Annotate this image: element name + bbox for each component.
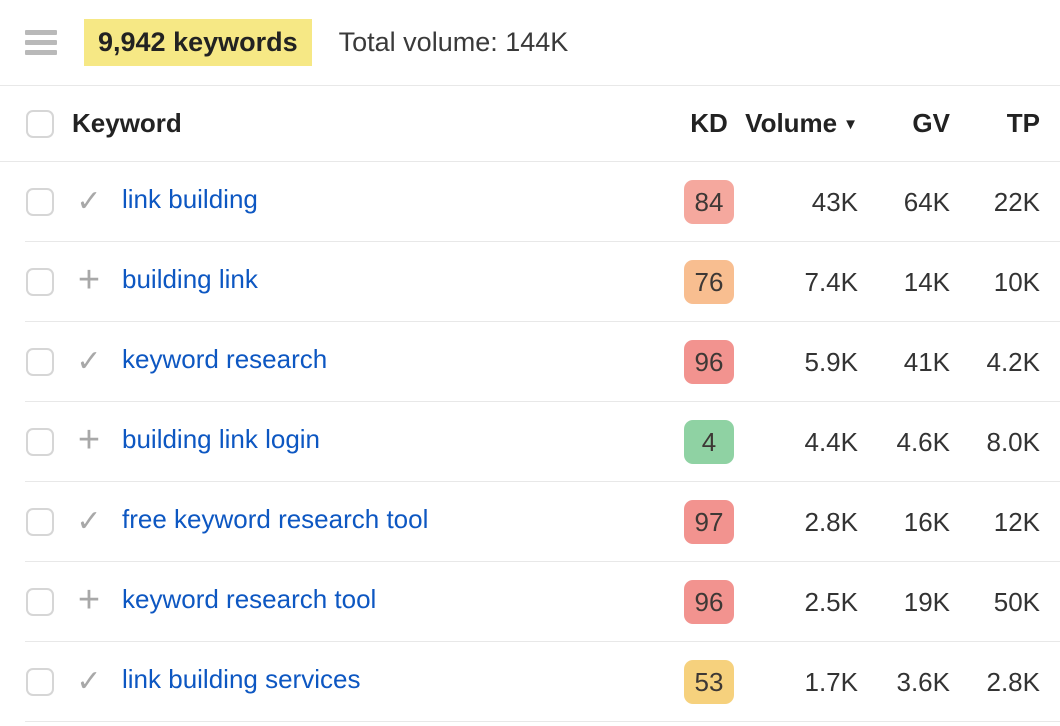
gv-column-header[interactable]: GV — [912, 108, 950, 138]
table-row: + building link login 4 4.4K 4.6K 8.0K — [0, 402, 1060, 482]
table-header-row: Keyword KD Volume ▼ GV TP — [0, 86, 1060, 162]
sort-desc-icon: ▼ — [843, 116, 858, 133]
keyword-table-body: ✓ link building 84 43K 64K 22K + buildin… — [0, 162, 1060, 722]
keyword-column-header[interactable]: Keyword — [72, 108, 682, 139]
kd-badge: 96 — [684, 580, 734, 624]
kd-column-header[interactable]: KD — [690, 108, 728, 138]
kd-badge: 97 — [684, 500, 734, 544]
check-icon[interactable]: ✓ — [76, 345, 102, 378]
gv-value: 4.6K — [896, 426, 951, 457]
tp-value: 2.8K — [986, 666, 1041, 697]
volume-value: 2.5K — [804, 586, 859, 617]
table-row: ✓ link building services 53 1.7K 3.6K 2.… — [0, 642, 1060, 722]
keyword-column-label: Keyword — [72, 108, 182, 138]
table-row: ✓ link building 84 43K 64K 22K — [0, 162, 1060, 242]
select-all-checkbox[interactable] — [26, 109, 54, 138]
kd-badge: 76 — [684, 260, 734, 304]
kd-badge: 53 — [684, 660, 734, 704]
kd-badge: 4 — [684, 420, 734, 464]
volume-column-header[interactable]: Volume ▼ — [745, 108, 858, 138]
tp-value: 4.2K — [986, 346, 1041, 377]
top-bar: 9,942 keywords Total volume: 144K — [0, 0, 1060, 86]
menu-icon[interactable] — [25, 30, 57, 55]
total-volume-label: Total volume: 144K — [338, 27, 569, 57]
keyword-link[interactable]: free keyword research tool — [122, 504, 429, 534]
volume-value: 2.8K — [804, 506, 859, 537]
row-checkbox[interactable] — [26, 268, 54, 296]
check-icon[interactable]: ✓ — [76, 185, 102, 218]
keyword-link[interactable]: keyword research tool — [122, 584, 377, 614]
plus-icon[interactable]: + — [77, 419, 101, 461]
row-checkbox[interactable] — [26, 348, 54, 376]
volume-value: 4.4K — [804, 426, 859, 457]
keyword-link[interactable]: building link — [122, 264, 258, 294]
tp-value: 12K — [993, 506, 1040, 537]
kd-badge: 96 — [684, 340, 734, 384]
check-icon[interactable]: ✓ — [76, 505, 102, 538]
gv-value: 3.6K — [896, 666, 951, 697]
tp-value: 8.0K — [986, 426, 1041, 457]
tp-column-header[interactable]: TP — [1006, 108, 1040, 138]
gv-value: 14K — [903, 266, 950, 297]
plus-icon[interactable]: + — [77, 579, 101, 621]
kd-badge: 84 — [684, 180, 734, 224]
keyword-link[interactable]: building link login — [122, 424, 321, 454]
volume-value: 7.4K — [804, 266, 859, 297]
tp-value: 10K — [993, 266, 1040, 297]
gv-value: 16K — [903, 506, 950, 537]
tp-value: 50K — [993, 586, 1040, 617]
table-row: + keyword research tool 96 2.5K 19K 50K — [0, 562, 1060, 642]
row-checkbox[interactable] — [26, 188, 54, 216]
table-row: ✓ keyword research 96 5.9K 41K 4.2K — [0, 322, 1060, 402]
keywords-count-badge: 9,942 keywords — [84, 19, 312, 66]
row-checkbox[interactable] — [26, 508, 54, 536]
keyword-link[interactable]: link building — [122, 184, 258, 214]
check-icon[interactable]: ✓ — [76, 665, 102, 698]
table-row: + building link 76 7.4K 14K 10K — [0, 242, 1060, 322]
plus-icon[interactable]: + — [77, 259, 101, 301]
gv-value: 41K — [903, 346, 950, 377]
keyword-link[interactable]: keyword research — [122, 344, 328, 374]
volume-value: 1.7K — [804, 666, 859, 697]
row-checkbox[interactable] — [26, 668, 54, 696]
tp-value: 22K — [993, 186, 1040, 217]
volume-value: 5.9K — [804, 346, 859, 377]
keyword-link[interactable]: link building services — [122, 664, 361, 694]
row-checkbox[interactable] — [26, 588, 54, 616]
gv-value: 19K — [903, 586, 950, 617]
volume-value: 43K — [811, 186, 858, 217]
table-row: ✓ free keyword research tool 97 2.8K 16K… — [0, 482, 1060, 562]
row-checkbox[interactable] — [26, 428, 54, 456]
gv-value: 64K — [903, 186, 950, 217]
